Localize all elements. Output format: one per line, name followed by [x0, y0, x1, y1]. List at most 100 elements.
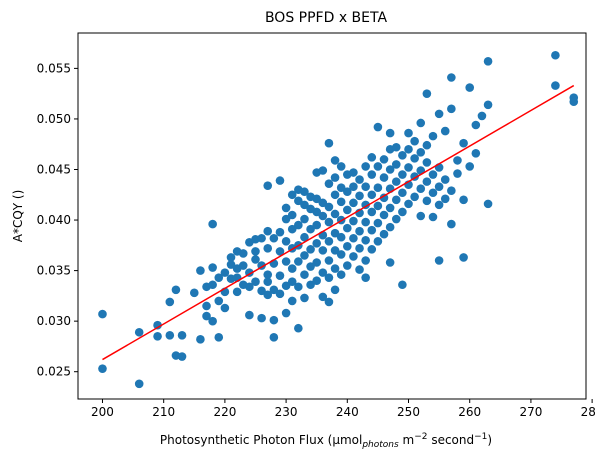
data-point-238: [471, 120, 481, 130]
data-point-204: [416, 211, 426, 221]
data-point-77: [287, 210, 297, 220]
data-point-228: [447, 73, 456, 82]
data-point-208: [416, 118, 426, 128]
data-point-25: [220, 303, 230, 313]
data-point-223: [440, 194, 450, 204]
data-point-95: [306, 245, 315, 254]
data-point-231: [453, 156, 462, 165]
data-point-146: [349, 182, 358, 191]
data-point-128: [330, 156, 340, 165]
x-tick-label-270: 270: [519, 405, 542, 419]
data-point-152: [355, 191, 364, 201]
x-tick-label-280: 280: [581, 405, 595, 419]
data-point-86: [300, 293, 309, 303]
data-point-175: [379, 193, 389, 203]
data-point-36: [238, 261, 248, 270]
data-point-5: [153, 332, 162, 341]
data-point-129: [336, 270, 346, 279]
data-point-88: [300, 251, 309, 260]
data-point-236: [465, 83, 475, 92]
data-point-126: [330, 190, 340, 200]
data-point-232: [459, 253, 468, 262]
data-point-121: [330, 285, 340, 295]
data-point-18: [208, 316, 217, 326]
x-tick-label-220: 220: [213, 405, 236, 419]
data-point-226: [447, 219, 456, 229]
data-point-52: [263, 270, 273, 279]
x-tick-label-210: 210: [152, 405, 175, 419]
data-point-209: [422, 196, 432, 206]
data-point-124: [330, 228, 340, 238]
data-point-184: [385, 128, 395, 138]
data-point-212: [422, 140, 432, 150]
data-point-182: [385, 165, 395, 174]
data-point-145: [349, 198, 358, 208]
data-point-122: [330, 264, 340, 273]
x-axis: 200 210 220 230 240 250 260 270 280: [91, 399, 595, 419]
x-tick-label-260: 260: [458, 405, 481, 419]
data-point-133: [336, 197, 346, 207]
data-point-195: [404, 199, 413, 209]
data-point-31: [232, 287, 242, 297]
data-point-179: [385, 222, 395, 232]
data-point-142: [349, 252, 358, 261]
data-point-102: [312, 220, 322, 230]
data-point-197: [404, 163, 413, 172]
data-point-163: [367, 207, 377, 217]
data-point-101: [312, 239, 322, 248]
data-point-242: [483, 100, 493, 110]
data-point-168: [373, 218, 383, 228]
data-point-138: [343, 223, 352, 233]
data-point-155: [361, 256, 370, 265]
data-point-136: [343, 261, 352, 270]
y-tick-label-3: 0.040: [37, 213, 71, 227]
data-point-192: [398, 188, 407, 198]
data-point-227: [447, 186, 456, 196]
data-point-50: [263, 290, 273, 300]
x-tick-label-230: 230: [275, 405, 298, 419]
data-point-23: [214, 296, 224, 306]
data-point-6: [165, 331, 175, 340]
data-point-118: [324, 202, 334, 212]
data-point-169: [373, 201, 383, 211]
data-point-170: [373, 183, 383, 192]
data-point-43: [251, 255, 260, 264]
data-point-215: [428, 188, 438, 198]
data-point-56: [269, 333, 279, 342]
data-point-235: [465, 162, 475, 171]
data-point-178: [385, 258, 395, 267]
data-point-143: [349, 233, 358, 243]
data-point-115: [324, 256, 334, 265]
data-point-74: [287, 264, 297, 273]
data-point-211: [422, 158, 432, 167]
data-point-241: [483, 57, 493, 66]
data-point-21: [208, 219, 217, 229]
data-point-61: [275, 289, 285, 299]
data-point-49: [257, 233, 266, 243]
data-point-2: [134, 327, 144, 337]
data-point-92: [300, 187, 309, 197]
data-point-58: [269, 285, 279, 295]
data-point-13: [196, 335, 205, 344]
data-point-46: [257, 313, 266, 323]
data-point-29: [226, 253, 236, 262]
data-point-73: [287, 277, 297, 287]
data-point-62: [275, 271, 285, 280]
data-point-51: [263, 277, 273, 287]
data-point-240: [483, 199, 493, 209]
data-point-161: [367, 245, 377, 254]
data-point-162: [367, 225, 377, 235]
data-point-106: [318, 292, 328, 302]
data-point-177: [379, 155, 389, 164]
plot-frame: [77, 32, 587, 400]
data-point-125: [330, 209, 340, 219]
data-point-130: [336, 250, 346, 259]
data-point-140: [343, 187, 352, 197]
data-point-120: [324, 138, 334, 148]
data-point-176: [379, 173, 389, 182]
data-point-71: [281, 203, 291, 213]
data-point-234: [459, 138, 468, 148]
data-point-202: [410, 154, 419, 163]
y-tick-label-6: 0.055: [37, 61, 71, 75]
